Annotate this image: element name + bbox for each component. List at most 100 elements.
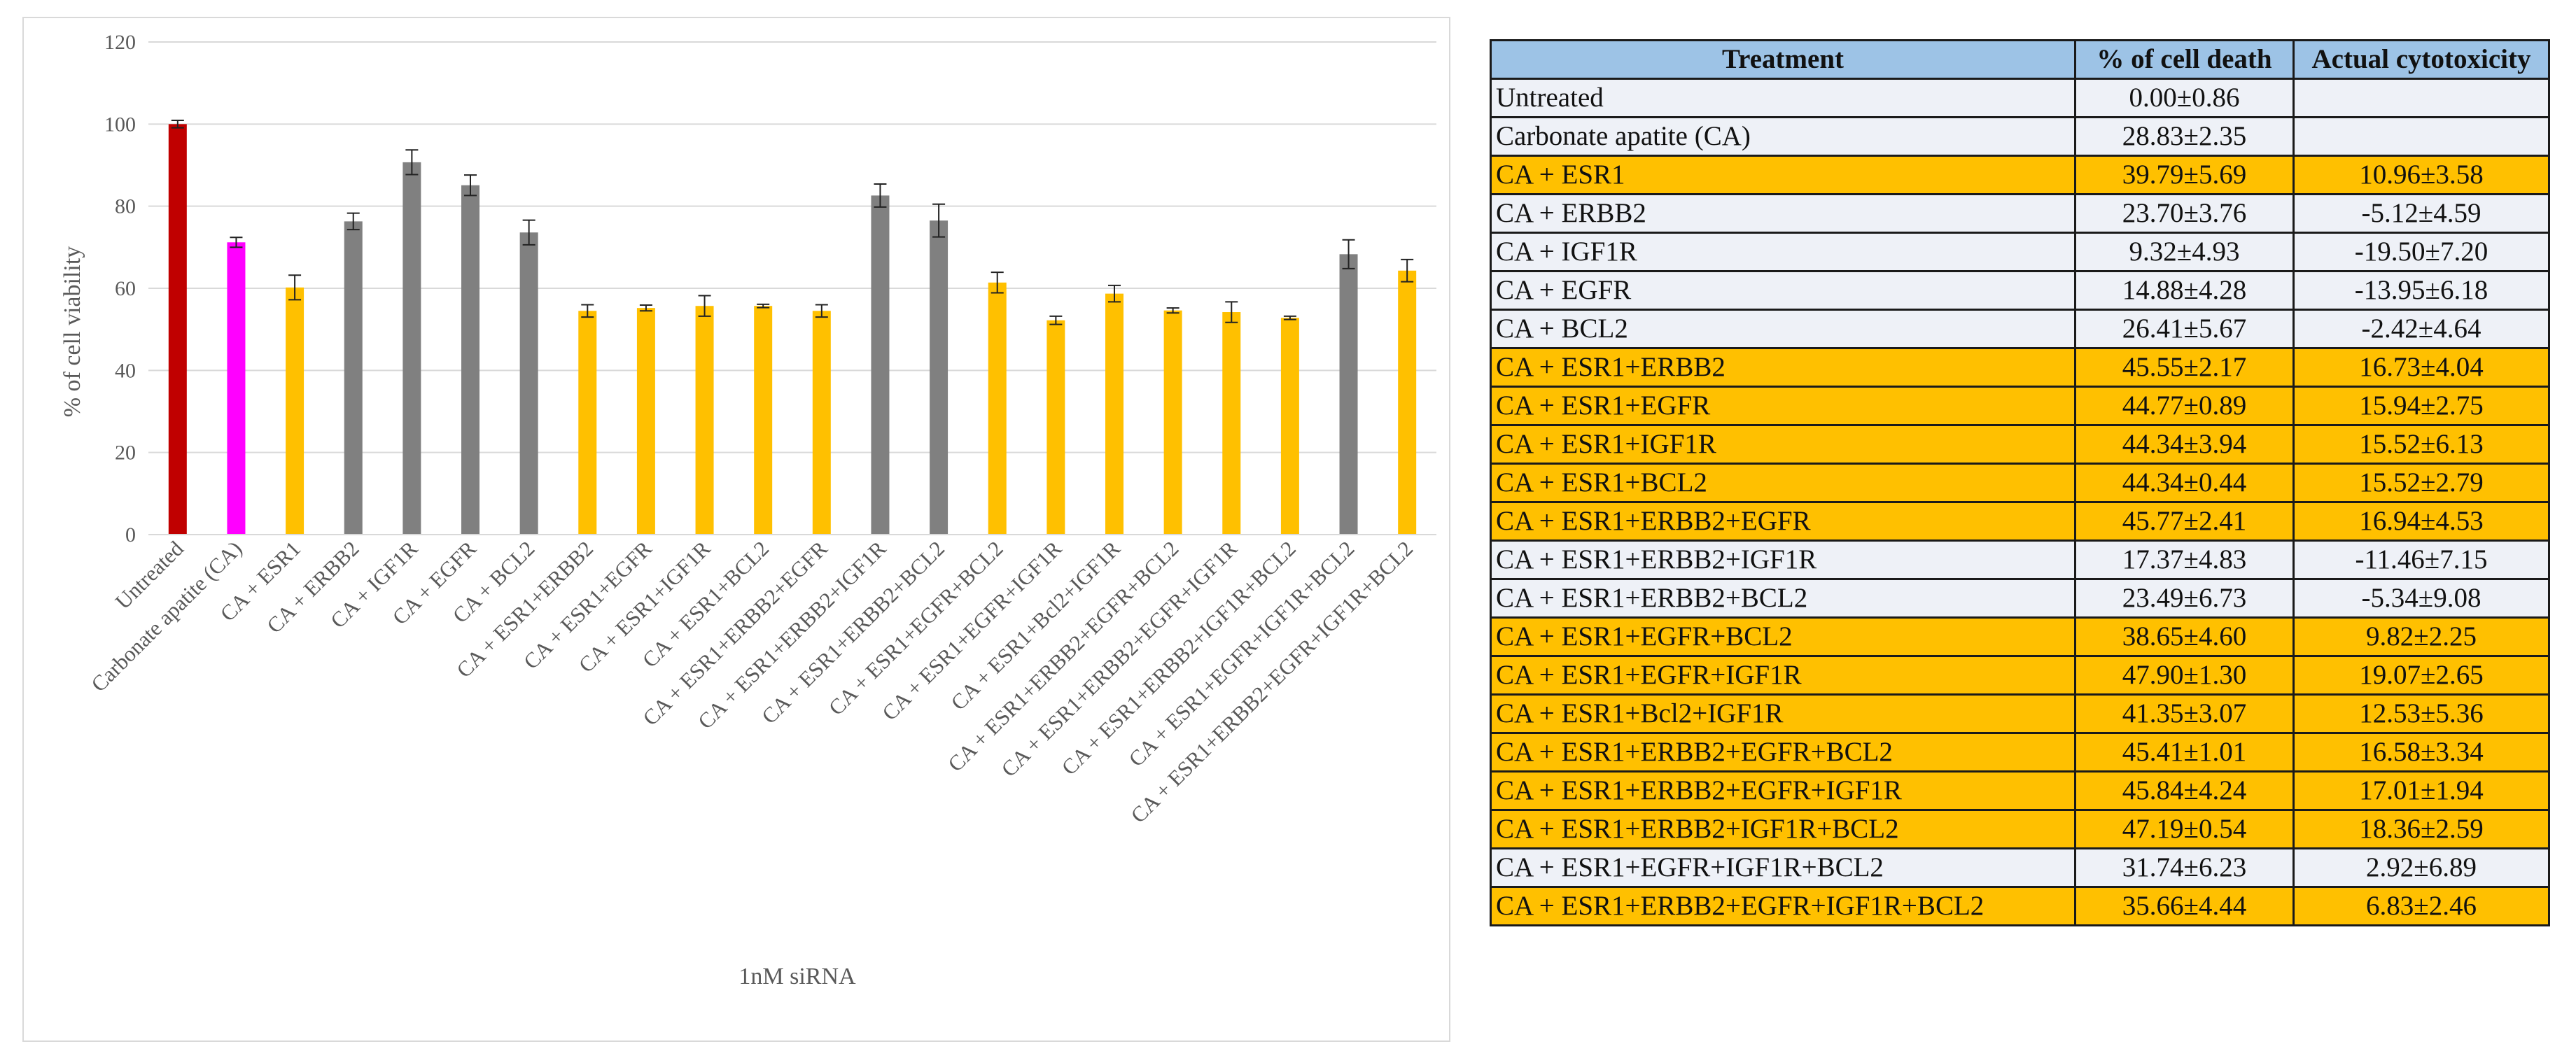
cell-death-cell: 47.19±0.54 bbox=[2074, 809, 2295, 849]
treatment-cell: CA + ESR1+ERBB2+EGFR+IGF1R bbox=[1490, 770, 2076, 811]
bar bbox=[1105, 293, 1124, 535]
results-table: Treatment % of cell death Actual cytotox… bbox=[1490, 39, 2550, 926]
cytotoxicity-cell: 19.07±2.65 bbox=[2292, 655, 2550, 696]
y-tick-label: 40 bbox=[115, 359, 136, 382]
error-bar bbox=[815, 304, 828, 318]
table-row: CA + ERBB2 23.70±3.76 -5.12±4.59 bbox=[1490, 193, 2550, 234]
bars bbox=[168, 124, 1417, 535]
bar bbox=[402, 162, 421, 535]
bar bbox=[519, 232, 538, 535]
error-bar bbox=[522, 219, 536, 246]
table-row: CA + ESR1+ERBB2+IGF1R 17.37±4.83 -11.46±7.… bbox=[1490, 539, 2550, 580]
error-bar bbox=[990, 271, 1004, 294]
error-bar bbox=[874, 183, 887, 208]
cytotoxicity-cell: 6.83±2.46 bbox=[2292, 886, 2550, 926]
cell-death-cell: 39.79±5.69 bbox=[2074, 155, 2295, 195]
cell-death-cell: 0.00±0.86 bbox=[2074, 78, 2295, 118]
table-row: CA + ESR1+EGFR+IGF1R 47.90±1.30 19.07±2.65 bbox=[1490, 655, 2550, 696]
treatment-cell: CA + ESR1+BCL2 bbox=[1490, 463, 2076, 503]
cytotoxicity-cell: -13.95±6.18 bbox=[2292, 270, 2550, 311]
cell-death-cell: 41.35±3.07 bbox=[2074, 693, 2295, 734]
treatment-cell: CA + ESR1+EGFR+BCL2 bbox=[1490, 616, 2076, 657]
table-header-row: Treatment % of cell death Actual cytotox… bbox=[1490, 39, 2550, 80]
table-row: CA + ESR1+ERBB2+EGFR+BCL2 45.41±1.01 16.58… bbox=[1490, 732, 2550, 773]
treatment-cell: CA + ESR1+ERBB2+IGF1R+BCL2 bbox=[1490, 809, 2076, 849]
y-axis-label: % of cell viability bbox=[59, 246, 85, 418]
table-row: CA + ESR1+BCL2 44.34±0.44 15.52±2.79 bbox=[1490, 463, 2550, 503]
error-bar bbox=[405, 149, 419, 176]
error-bar bbox=[230, 237, 243, 248]
cell-death-cell: 28.83±2.35 bbox=[2074, 116, 2295, 157]
error-bar bbox=[932, 203, 946, 238]
table-body: Untreated 0.00±0.86 Carbonate apatite (CA)… bbox=[1490, 78, 2550, 926]
cell-death-cell: 31.74±6.23 bbox=[2074, 847, 2295, 888]
treatment-cell: CA + ESR1+EGFR+IGF1R+BCL2 bbox=[1490, 847, 2076, 888]
bar bbox=[695, 306, 714, 535]
header-cell-death: % of cell death bbox=[2074, 39, 2295, 80]
cytotoxicity-cell: 16.58±3.34 bbox=[2292, 732, 2550, 773]
cytotoxicity-cell bbox=[2292, 116, 2550, 157]
cell-death-cell: 9.32±4.93 bbox=[2074, 232, 2295, 272]
cell-death-cell: 35.66±4.44 bbox=[2074, 886, 2295, 926]
cell-death-cell: 17.37±4.83 bbox=[2074, 539, 2295, 580]
treatment-cell: CA + ESR1+Bcl2+IGF1R bbox=[1490, 693, 2076, 734]
cell-death-cell: 14.88±4.28 bbox=[2074, 270, 2295, 311]
bar bbox=[168, 124, 187, 535]
bar bbox=[1163, 310, 1182, 535]
bar bbox=[1398, 270, 1417, 535]
error-bar bbox=[464, 174, 477, 197]
treatment-cell: CA + ESR1+ERBB2+EGFR bbox=[1490, 501, 2076, 542]
treatment-cell: CA + ESR1+IGF1R bbox=[1490, 424, 2076, 465]
error-bar bbox=[757, 303, 770, 309]
error-bar bbox=[698, 295, 711, 317]
bar bbox=[871, 195, 890, 535]
table-row: CA + ESR1+ERBB2+BCL2 23.49±6.73 -5.34±9.08 bbox=[1490, 578, 2550, 619]
y-axis-ticks: 0 20 40 60 80 100 120 bbox=[104, 31, 136, 546]
cytotoxicity-cell: -19.50±7.20 bbox=[2292, 232, 2550, 272]
header-treatment: Treatment bbox=[1490, 39, 2076, 80]
cell-death-cell: 44.77±0.89 bbox=[2074, 386, 2295, 426]
treatment-cell: CA + EGFR bbox=[1490, 270, 2076, 311]
y-tick-label: 20 bbox=[115, 442, 136, 465]
table-row: CA + ESR1+ERBB2+EGFR 45.77±2.41 16.94±4.53 bbox=[1490, 501, 2550, 542]
table-row: CA + ESR1+IGF1R 44.34±3.94 15.52±6.13 bbox=[1490, 424, 2550, 465]
table-row: CA + ESR1+ERBB2+EGFR+IGF1R+BCL2 35.66±4.4… bbox=[1490, 886, 2550, 926]
bar bbox=[930, 220, 948, 535]
y-tick-label: 0 bbox=[125, 523, 136, 546]
bar bbox=[461, 185, 479, 535]
bar bbox=[812, 311, 831, 535]
table-row: Untreated 0.00±0.86 bbox=[1490, 78, 2550, 118]
error-bar bbox=[1225, 301, 1238, 323]
cytotoxicity-cell: -5.12±4.59 bbox=[2292, 193, 2550, 234]
treatment-cell: CA + ESR1+EGFR+IGF1R bbox=[1490, 655, 2076, 696]
table-row: CA + ESR1+EGFR+IGF1R+BCL2 31.74±6.23 2.92±… bbox=[1490, 847, 2550, 888]
cell-death-cell: 44.34±3.94 bbox=[2074, 424, 2295, 465]
bar bbox=[1280, 318, 1299, 535]
gridlines bbox=[148, 41, 1436, 453]
treatment-cell: CA + ESR1+ERBB2+BCL2 bbox=[1490, 578, 2076, 619]
cell-death-cell: 45.55±2.17 bbox=[2074, 347, 2295, 388]
treatment-cell: CA + IGF1R bbox=[1490, 232, 2076, 272]
cytotoxicity-cell: 18.36±2.59 bbox=[2292, 809, 2550, 849]
cell-death-cell: 45.77±2.41 bbox=[2074, 501, 2295, 542]
cytotoxicity-cell bbox=[2292, 78, 2550, 118]
y-tick-label: 80 bbox=[115, 195, 136, 218]
y-tick-label: 120 bbox=[104, 31, 136, 54]
cytotoxicity-cell: 17.01±1.94 bbox=[2292, 770, 2550, 811]
bar bbox=[227, 242, 246, 535]
bar bbox=[1046, 320, 1065, 535]
chart-panel: 0 20 40 60 80 100 120 Untreated Carbonate apati… bbox=[22, 17, 1450, 1042]
error-bar bbox=[1108, 284, 1121, 303]
cytotoxicity-cell: -2.42±4.64 bbox=[2292, 309, 2550, 349]
table-row: Carbonate apatite (CA) 28.83±2.35 bbox=[1490, 116, 2550, 157]
treatment-cell: CA + ESR1+ERBB2+EGFR+IGF1R+BCL2 bbox=[1490, 886, 2076, 926]
cell-death-cell: 26.41±5.67 bbox=[2074, 309, 2295, 349]
treatment-cell: CA + ERBB2 bbox=[1490, 193, 2076, 234]
cell-death-cell: 45.41±1.01 bbox=[2074, 732, 2295, 773]
cytotoxicity-cell: 15.52±6.13 bbox=[2292, 424, 2550, 465]
cytotoxicity-cell: 16.73±4.04 bbox=[2292, 347, 2550, 388]
bar bbox=[344, 221, 363, 535]
cell-death-cell: 47.90±1.30 bbox=[2074, 655, 2295, 696]
